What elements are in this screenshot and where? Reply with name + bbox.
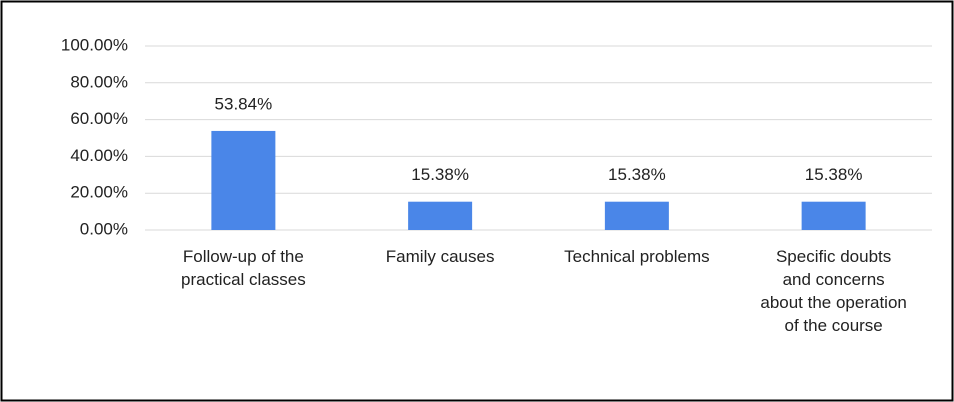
x-tick-label: Family causes [385,247,495,266]
bar [801,201,866,230]
data-label: 15.38% [805,165,863,184]
y-tick-label: 0.00% [80,219,128,238]
data-label: 15.38% [608,165,666,184]
bar [408,201,473,230]
x-tick-label: Follow-up of the practical classes [181,247,306,289]
data-label: 15.38% [411,165,469,184]
y-tick-label: 80.00% [70,72,128,91]
bar [604,201,669,230]
y-tick-label: 100.00% [61,35,128,54]
bar [211,130,276,230]
x-tick-label: Specific doubts and concerns about the o… [760,247,907,335]
y-tick-label: 20.00% [70,183,128,202]
y-tick-label: 40.00% [70,146,128,165]
x-tick-label: Technical problems [564,247,710,266]
data-label: 53.84% [215,94,273,113]
y-tick-label: 60.00% [70,109,128,128]
